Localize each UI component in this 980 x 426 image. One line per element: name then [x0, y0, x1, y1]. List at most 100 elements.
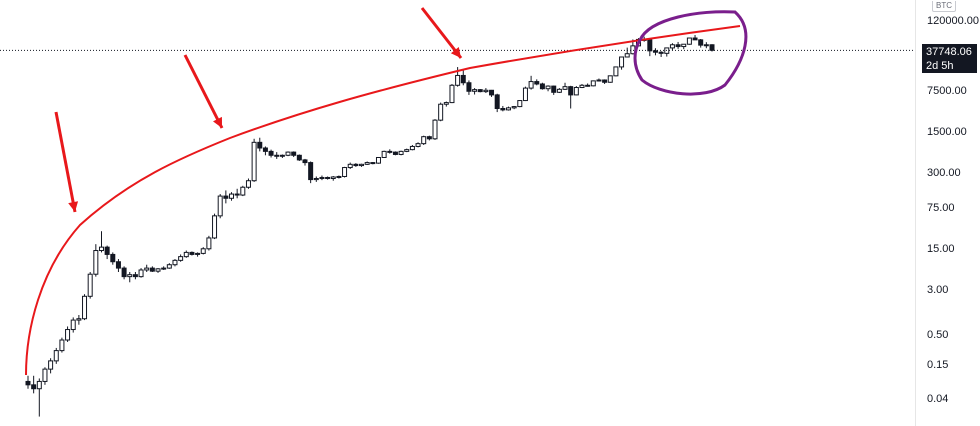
candle — [291, 151, 297, 156]
candle — [229, 193, 235, 199]
candle — [127, 274, 133, 278]
candle — [76, 318, 82, 321]
candle — [296, 154, 302, 161]
arrow-shaft — [420, 7, 463, 59]
candle — [381, 150, 387, 158]
price-tick-label: 15.00 — [927, 242, 955, 255]
candle — [460, 74, 466, 84]
candle — [353, 163, 359, 167]
candle — [409, 145, 415, 151]
candle — [138, 269, 144, 278]
candle — [692, 37, 698, 41]
price-tick-label: 0.15 — [927, 359, 949, 372]
candle — [545, 85, 551, 90]
candle — [359, 163, 365, 167]
candle — [70, 319, 76, 331]
candle — [110, 253, 116, 263]
price-tick-label: 7500.00 — [927, 85, 967, 98]
candle — [166, 264, 172, 269]
candle — [426, 136, 432, 140]
candle — [65, 329, 71, 341]
candle — [279, 154, 285, 157]
candle — [483, 89, 489, 93]
candle — [647, 39, 653, 52]
candle — [144, 267, 150, 271]
candle — [370, 162, 376, 165]
candle — [347, 163, 353, 169]
candle — [568, 86, 574, 96]
candle — [330, 176, 336, 180]
candle — [313, 178, 319, 181]
resistance-curve — [25, 25, 741, 376]
candle — [590, 80, 596, 87]
candle — [223, 195, 229, 199]
candle — [98, 246, 104, 252]
candle — [387, 150, 393, 153]
candle — [602, 79, 608, 83]
candle — [178, 256, 184, 261]
candle — [206, 237, 212, 250]
price-tick-label: 120000.00 — [927, 15, 979, 27]
candle — [505, 107, 511, 111]
candle — [392, 151, 398, 155]
candle — [189, 251, 195, 255]
candle — [432, 119, 438, 140]
candle — [31, 384, 37, 390]
candle — [342, 167, 348, 177]
candle — [669, 44, 675, 49]
candle — [421, 136, 427, 145]
candle — [652, 50, 658, 53]
candle — [534, 81, 540, 85]
candle — [161, 267, 167, 270]
candle — [438, 103, 444, 121]
candle — [494, 94, 500, 110]
candle — [212, 215, 218, 239]
candle — [155, 268, 161, 272]
candle — [200, 248, 206, 254]
candle — [251, 141, 257, 182]
candle — [262, 147, 268, 152]
candle — [624, 53, 630, 58]
candle — [53, 350, 59, 362]
candle — [302, 159, 308, 164]
candle — [703, 44, 709, 47]
candle — [517, 100, 523, 108]
candle — [607, 75, 613, 83]
candle — [404, 149, 410, 152]
price-tick-label: 0.50 — [927, 328, 949, 341]
candle — [698, 39, 704, 46]
symbol-badge[interactable]: BTC — [932, 1, 956, 12]
candle — [477, 89, 483, 93]
candle — [234, 193, 240, 196]
candle — [449, 84, 455, 104]
price-tick-label: 75.00 — [927, 201, 955, 214]
candle — [82, 295, 88, 320]
candle — [285, 151, 291, 156]
candle — [172, 259, 178, 266]
candle — [472, 89, 478, 92]
candle — [443, 102, 449, 105]
candle — [183, 251, 189, 258]
candle — [455, 74, 461, 86]
candle — [274, 154, 280, 157]
price-tick-label: 0.04 — [927, 393, 949, 405]
candle — [59, 339, 65, 352]
candle — [336, 175, 342, 178]
price-tick-label: 3.00 — [927, 283, 949, 296]
bar-countdown: 2d 5h — [926, 60, 954, 72]
candle — [466, 82, 472, 92]
candle — [596, 79, 602, 82]
price-axis-border — [915, 0, 916, 426]
candle — [375, 156, 381, 164]
candle — [619, 56, 625, 68]
candle — [489, 89, 495, 96]
candle — [132, 274, 138, 278]
annotation-arrows — [54, 7, 463, 213]
candle — [245, 180, 251, 188]
candle — [585, 84, 591, 87]
candle — [579, 84, 585, 89]
candle — [48, 360, 54, 370]
arrow-head — [68, 201, 79, 212]
candle — [195, 252, 201, 255]
